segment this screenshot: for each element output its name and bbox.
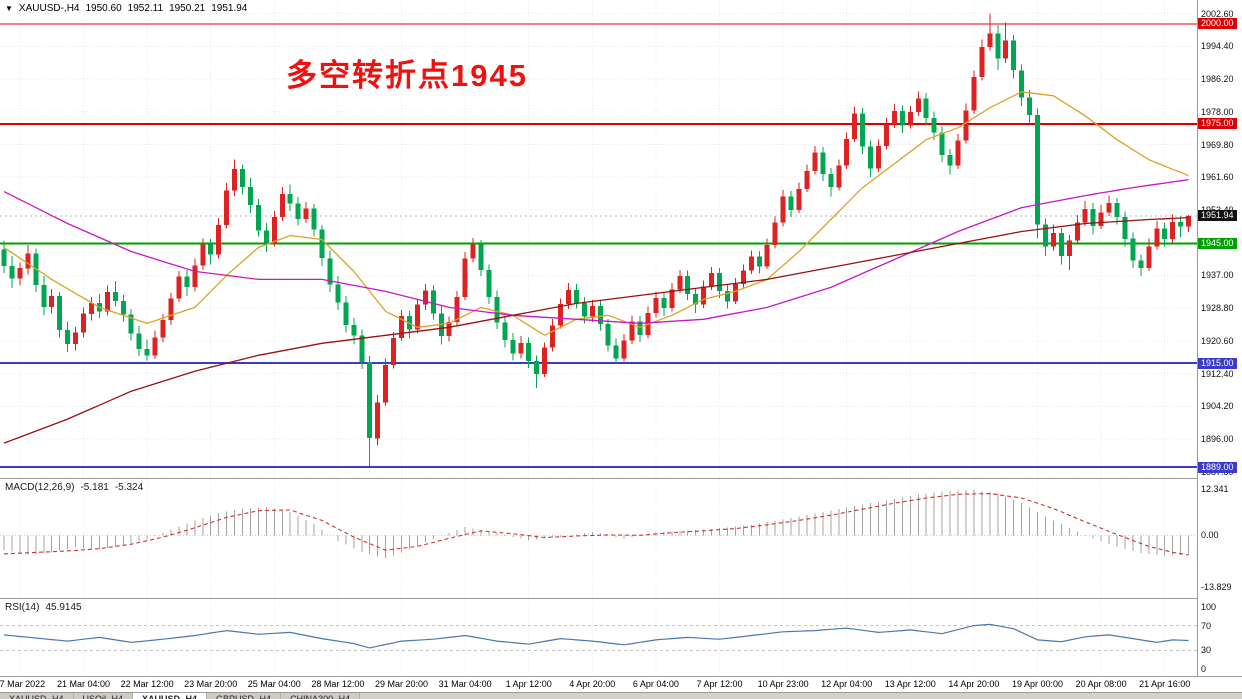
- time-axis[interactable]: 17 Mar 2022 21 Mar 04:00 22 Mar 12:00 23 Ma…: [0, 677, 1197, 691]
- price-tick-label: 1928.80: [1201, 303, 1234, 314]
- time-axis-label: 23 Mar 20:00: [184, 679, 238, 689]
- chart-tab[interactable]: XAUUSD-,H4: [0, 693, 74, 699]
- current-price-badge: 1951.94: [1198, 210, 1237, 222]
- price-tick-label: 1969.80: [1201, 139, 1234, 150]
- close-value: 1951.94: [211, 3, 248, 14]
- time-axis-label: 20 Apr 08:00: [1075, 679, 1127, 689]
- rsi-header: RSI(14) 45.9145: [5, 602, 82, 613]
- time-axis-label: 21 Mar 04:00: [56, 679, 111, 689]
- macd-main-value: -5.181: [80, 482, 109, 493]
- chart-tab[interactable]: GBPUSD-,H4: [207, 693, 282, 699]
- macd-header: MACD(12,26,9) -5.181 -5.324: [5, 482, 143, 493]
- collapse-indicator-icon[interactable]: ▼: [5, 4, 13, 13]
- price-tick-label: 1937.00: [1201, 270, 1234, 281]
- level-price-badge: 1945.00: [1198, 237, 1237, 249]
- chart-text-annotation[interactable]: 多空转折点1945: [286, 58, 528, 93]
- time-axis-label: 13 Apr 12:00: [884, 679, 936, 689]
- rsi-tick-label: 70: [1201, 620, 1212, 631]
- time-axis-label: 28 Mar 12:00: [311, 679, 365, 689]
- time-axis-label: 21 Apr 16:00: [1139, 679, 1191, 689]
- time-axis-label: 10 Apr 23:00: [757, 679, 809, 689]
- macd-tick-label: -13.829: [1201, 581, 1232, 592]
- price-tick-label: 1920.60: [1201, 335, 1234, 346]
- symbol-timeframe-label: XAUUSD-,H4: [18, 3, 80, 14]
- time-axis-label: 19 Apr 00:00: [1011, 679, 1064, 689]
- time-axis-label: 17 Mar 2022: [0, 679, 46, 689]
- rsi-value: 45.9145: [45, 602, 82, 613]
- rsi-tick-label: 0: [1201, 664, 1207, 674]
- price-chart[interactable]: [0, 0, 1197, 478]
- chart-ohlc-header: ▼ XAUUSD-,H4 1950.60 1952.11 1950.21 195…: [5, 3, 247, 14]
- rsi-line: [3, 623, 1189, 649]
- chart-tab[interactable]: USOil-,H4: [73, 693, 134, 699]
- ma-fast-orange: [3, 91, 1189, 337]
- ma-slow-darkred: [3, 216, 1189, 444]
- ma-mid-magenta: [3, 178, 1189, 324]
- time-axis-label: 14 Apr 20:00: [948, 679, 1000, 689]
- time-axis-label: 4 Apr 20:00: [569, 679, 616, 689]
- price-tick-label: 1896.00: [1201, 434, 1234, 445]
- level-price-badge: 1975.00: [1198, 118, 1237, 130]
- price-axis[interactable]: 2002.60 1994.40 1986.20 1978.00 1969.80 1961.…: [1198, 0, 1242, 676]
- rsi-tick-label: 30: [1201, 645, 1212, 656]
- macd-tick-label: 12.341: [1201, 484, 1229, 495]
- level-price-badge: 1889.00: [1198, 461, 1237, 473]
- price-tick-label: 1961.60: [1201, 172, 1234, 183]
- rsi-panel-separator[interactable]: [0, 598, 1242, 599]
- time-axis-separator: [0, 676, 1242, 677]
- level-price-badge: 2000.00: [1198, 18, 1237, 30]
- macd-signal-line: [3, 493, 1189, 556]
- time-axis-label: 29 Mar 20:00: [374, 679, 429, 689]
- low-value: 1950.21: [169, 3, 206, 14]
- price-tick-label: 2002.60: [1201, 8, 1234, 19]
- time-axis-label: 6 Apr 04:00: [632, 679, 679, 689]
- rsi-chart[interactable]: [0, 599, 1197, 676]
- time-axis-label: 12 Apr 04:00: [821, 679, 873, 689]
- rsi-label: RSI(14): [5, 602, 40, 613]
- high-value: 1952.11: [127, 3, 164, 14]
- macd-signal-value: -5.324: [114, 482, 144, 493]
- chart-tab-bar[interactable]: XAUUSD-,H4 USOil-,H4 XAUUSD-,H4 GBPUSD-,H4 C…: [0, 692, 1242, 699]
- chart-tab[interactable]: CHINA300-,H4: [281, 693, 361, 699]
- axis-separator: [1197, 0, 1198, 676]
- macd-panel-separator[interactable]: [0, 478, 1242, 479]
- level-price-badge: 1915.00: [1198, 357, 1237, 369]
- macd-histogram-layer: [3, 489, 1190, 559]
- price-tick-label: 1978.00: [1201, 106, 1234, 117]
- open-value: 1950.60: [85, 3, 122, 14]
- candlestick-layer: [1, 13, 1191, 466]
- chart-tab[interactable]: XAUUSD-,H4: [133, 693, 208, 699]
- time-axis-label: 25 Mar 04:00: [247, 679, 301, 689]
- macd-chart[interactable]: [0, 479, 1197, 598]
- time-axis-label: 7 Apr 12:00: [696, 679, 743, 689]
- price-tick-label: 1912.40: [1201, 368, 1234, 379]
- time-axis-label: 1 Apr 12:00: [505, 679, 552, 689]
- price-tick-label: 1986.20: [1201, 74, 1234, 85]
- rsi-tick-label: 100: [1201, 602, 1217, 612]
- macd-label: MACD(12,26,9): [5, 482, 75, 493]
- macd-tick-label: 0.00: [1201, 530, 1219, 541]
- price-tick-label: 1994.40: [1201, 41, 1234, 52]
- time-axis-label: 22 Mar 12:00: [120, 679, 174, 689]
- price-tick-label: 1953.40: [1201, 205, 1234, 215]
- time-axis-label: 31 Mar 04:00: [438, 679, 492, 689]
- price-tick-label: 1904.20: [1201, 401, 1234, 412]
